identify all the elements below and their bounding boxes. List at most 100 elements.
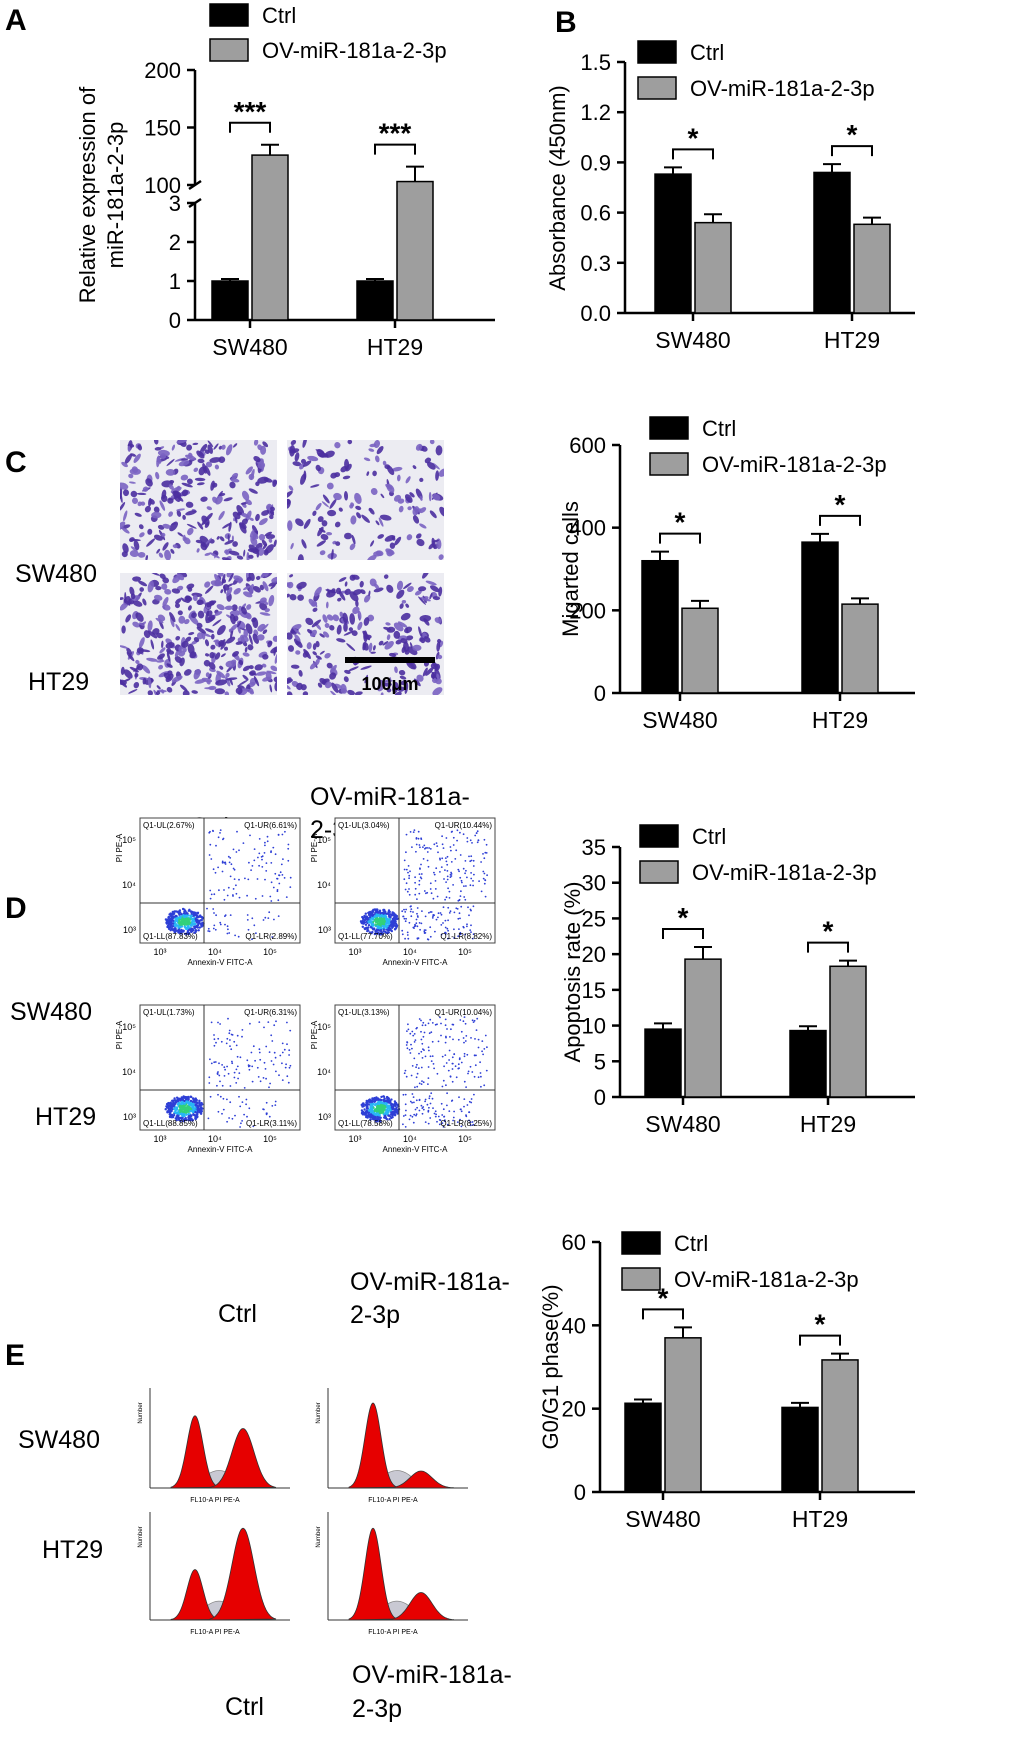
flow-event (470, 872, 472, 874)
cell (343, 676, 349, 683)
flow-event (184, 1107, 188, 1110)
x-tick-label: HT29 (824, 327, 880, 353)
flow-event (453, 937, 455, 939)
flow-x-tick: 10³ (153, 1134, 166, 1144)
flow-event (181, 907, 185, 911)
cell (255, 481, 260, 487)
flow-event (218, 1074, 221, 1077)
cell (196, 482, 205, 486)
flow-event (233, 878, 236, 880)
flow-event (377, 931, 380, 934)
flow-event (422, 1048, 424, 1050)
flow-event (382, 928, 385, 931)
flow-event (404, 1103, 407, 1106)
quadrant-lr-label: Q1-LR(8.82%) (440, 932, 492, 941)
flow-event (221, 860, 224, 863)
flow-event (169, 912, 172, 915)
flow-x-tick: 10⁴ (403, 1134, 417, 1144)
flow-event (223, 1066, 226, 1069)
flow-y-tick: 10⁴ (317, 1067, 331, 1077)
flow-event (196, 924, 200, 927)
flow-event (270, 900, 273, 902)
flow-event (209, 889, 212, 892)
flow-event (460, 1125, 463, 1128)
legend-swatch-ov (649, 452, 689, 476)
flow-event (206, 907, 208, 910)
flow-event (432, 914, 435, 916)
flow-event (414, 893, 417, 896)
flow-event (396, 1110, 399, 1113)
flow-event (239, 1126, 242, 1128)
cell (326, 589, 336, 598)
flow-event (476, 1017, 479, 1020)
cell (155, 585, 162, 591)
cell (243, 549, 246, 557)
flow-event (404, 1093, 407, 1096)
cell (336, 624, 342, 635)
flow-event (418, 1052, 420, 1055)
flow-event (246, 894, 249, 897)
cell (148, 497, 152, 507)
flow-event (184, 927, 188, 930)
cell (165, 673, 174, 683)
flow-event (415, 1113, 418, 1116)
bar-ctrl-sw480 (211, 280, 249, 321)
flow-event (243, 1113, 246, 1116)
cell (385, 548, 395, 555)
legend-swatch-ov (621, 1267, 661, 1291)
cell (123, 669, 133, 679)
flow-plot-ht29-ov: Q1-UL(3.13%) Q1-UR(10.04%)Q1-LL(78.58%) Q1… (310, 1004, 496, 1154)
flow-event (472, 1021, 475, 1023)
flow-event (452, 844, 455, 846)
flow-event (404, 1126, 407, 1128)
flow-event (258, 1021, 261, 1023)
flow-event (411, 1093, 414, 1095)
cell (359, 580, 364, 588)
flow-event (209, 1058, 211, 1061)
flow-event (420, 922, 423, 925)
flow-event (405, 908, 407, 911)
cell (224, 605, 234, 611)
flow-event (457, 1038, 460, 1041)
cell (405, 635, 414, 641)
cell (287, 632, 293, 640)
flow-event (371, 1109, 374, 1112)
flow-event (177, 1118, 181, 1122)
flow-event (382, 908, 385, 912)
flow-event (235, 851, 238, 853)
flow-event (405, 1044, 408, 1046)
flow-event (424, 847, 427, 849)
flow-event (170, 922, 173, 925)
flow-event (247, 878, 250, 881)
flow-event (184, 909, 187, 912)
flow-event (198, 926, 201, 929)
flow-event (449, 873, 452, 876)
flow-event (236, 1055, 239, 1058)
cell (394, 666, 398, 674)
flow-event (430, 1031, 433, 1034)
cell (189, 615, 199, 625)
flow-event (470, 859, 473, 862)
cell (268, 538, 273, 543)
flow-event (368, 921, 371, 924)
flow-event (217, 1093, 219, 1096)
cell (191, 612, 197, 619)
flow-event (173, 1097, 176, 1100)
flow-event (415, 1114, 417, 1117)
flow-event (485, 852, 488, 854)
cell (153, 689, 160, 695)
cell (398, 505, 404, 513)
flow-event (408, 1118, 411, 1121)
significance-label: *** (234, 96, 267, 127)
flow-event (184, 920, 187, 924)
cell (143, 630, 151, 639)
flow-event (394, 913, 397, 917)
cell (419, 523, 427, 529)
flow-event (396, 917, 399, 920)
flow-x-tick: 10³ (153, 947, 166, 957)
flow-event (274, 1100, 277, 1103)
cell (432, 539, 440, 543)
cell (318, 528, 326, 533)
flow-event (385, 915, 388, 919)
